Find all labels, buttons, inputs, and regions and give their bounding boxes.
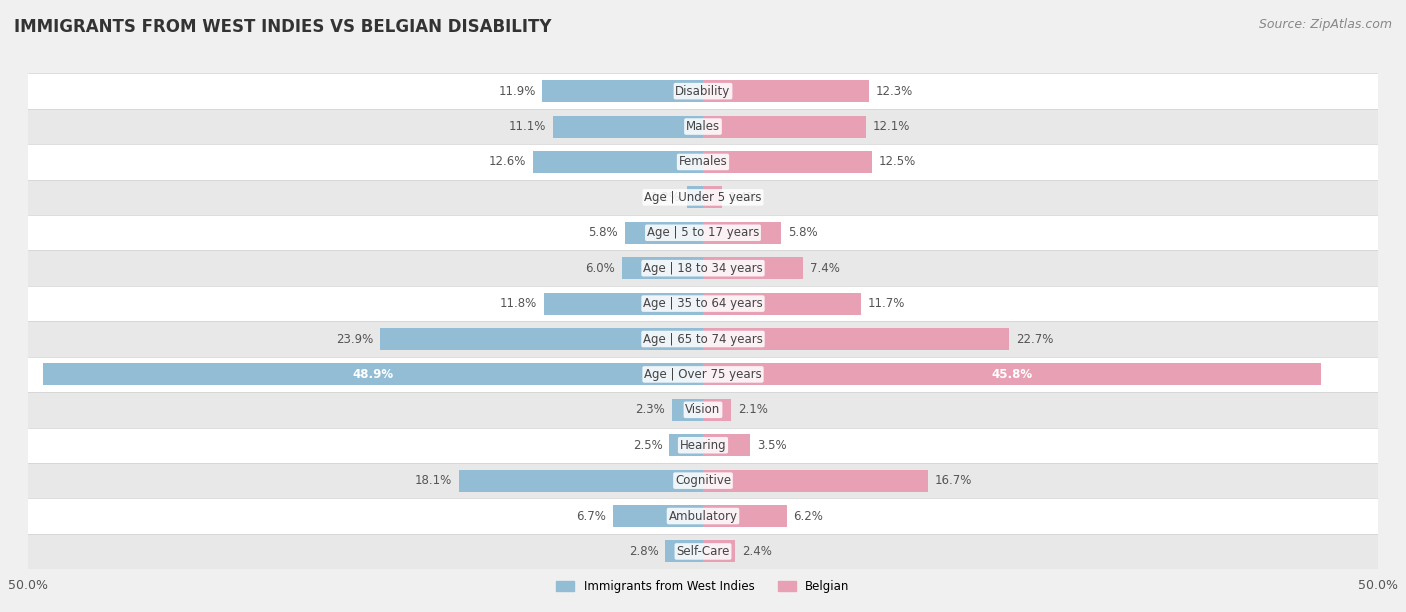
Text: Age | Under 5 years: Age | Under 5 years xyxy=(644,191,762,204)
Text: 11.9%: 11.9% xyxy=(498,84,536,98)
Text: 22.7%: 22.7% xyxy=(1017,332,1053,346)
Text: Age | 18 to 34 years: Age | 18 to 34 years xyxy=(643,262,763,275)
Bar xyxy=(544,293,703,315)
Bar xyxy=(703,151,872,173)
Bar xyxy=(686,187,703,208)
Text: 12.6%: 12.6% xyxy=(489,155,526,168)
Text: 5.8%: 5.8% xyxy=(588,226,619,239)
Text: Females: Females xyxy=(679,155,727,168)
Text: Age | 65 to 74 years: Age | 65 to 74 years xyxy=(643,332,763,346)
Bar xyxy=(28,73,1378,109)
Text: 5.8%: 5.8% xyxy=(787,226,818,239)
Bar xyxy=(703,187,721,208)
Bar xyxy=(665,540,703,562)
Text: Vision: Vision xyxy=(685,403,721,416)
Bar xyxy=(28,286,1378,321)
Text: 7.4%: 7.4% xyxy=(810,262,839,275)
Bar xyxy=(669,435,703,456)
Text: Hearing: Hearing xyxy=(679,439,727,452)
Text: 18.1%: 18.1% xyxy=(415,474,451,487)
Bar xyxy=(28,463,1378,498)
Text: Self-Care: Self-Care xyxy=(676,545,730,558)
Bar xyxy=(703,505,787,527)
Bar xyxy=(28,250,1378,286)
Bar xyxy=(28,144,1378,180)
Bar xyxy=(703,540,735,562)
Text: 11.7%: 11.7% xyxy=(868,297,905,310)
Bar xyxy=(703,435,751,456)
Text: 2.1%: 2.1% xyxy=(738,403,768,416)
Bar xyxy=(703,469,928,491)
Bar xyxy=(613,505,703,527)
Text: 12.5%: 12.5% xyxy=(879,155,915,168)
Text: 23.9%: 23.9% xyxy=(336,332,374,346)
Bar xyxy=(672,399,703,421)
Text: 16.7%: 16.7% xyxy=(935,474,973,487)
Bar xyxy=(28,215,1378,250)
Text: Males: Males xyxy=(686,120,720,133)
Legend: Immigrants from West Indies, Belgian: Immigrants from West Indies, Belgian xyxy=(551,575,855,598)
Text: 2.8%: 2.8% xyxy=(628,545,658,558)
Text: Cognitive: Cognitive xyxy=(675,474,731,487)
Bar xyxy=(621,257,703,279)
Text: Age | Over 75 years: Age | Over 75 years xyxy=(644,368,762,381)
Bar xyxy=(703,257,803,279)
Text: 6.7%: 6.7% xyxy=(576,510,606,523)
Text: IMMIGRANTS FROM WEST INDIES VS BELGIAN DISABILITY: IMMIGRANTS FROM WEST INDIES VS BELGIAN D… xyxy=(14,18,551,36)
Text: 1.2%: 1.2% xyxy=(650,191,681,204)
Text: 2.5%: 2.5% xyxy=(633,439,662,452)
Bar xyxy=(533,151,703,173)
Text: 1.4%: 1.4% xyxy=(728,191,758,204)
Bar xyxy=(28,498,1378,534)
Bar xyxy=(28,357,1378,392)
Text: 48.9%: 48.9% xyxy=(353,368,394,381)
Text: 45.8%: 45.8% xyxy=(991,368,1032,381)
Bar xyxy=(381,328,703,350)
Bar xyxy=(44,364,703,386)
Text: 6.2%: 6.2% xyxy=(793,510,824,523)
Text: 3.5%: 3.5% xyxy=(756,439,786,452)
Text: 2.3%: 2.3% xyxy=(636,403,665,416)
Bar xyxy=(28,428,1378,463)
Bar xyxy=(703,293,860,315)
Text: Age | 5 to 17 years: Age | 5 to 17 years xyxy=(647,226,759,239)
Bar xyxy=(28,109,1378,144)
Bar xyxy=(703,328,1010,350)
Text: 11.8%: 11.8% xyxy=(499,297,537,310)
Text: Ambulatory: Ambulatory xyxy=(668,510,738,523)
Text: 2.4%: 2.4% xyxy=(742,545,772,558)
Bar xyxy=(28,534,1378,569)
Text: Disability: Disability xyxy=(675,84,731,98)
Bar xyxy=(703,364,1322,386)
Bar xyxy=(28,180,1378,215)
Text: 12.3%: 12.3% xyxy=(876,84,912,98)
Bar xyxy=(458,469,703,491)
Bar xyxy=(28,321,1378,357)
Text: Source: ZipAtlas.com: Source: ZipAtlas.com xyxy=(1258,18,1392,31)
Bar xyxy=(703,399,731,421)
Text: 12.1%: 12.1% xyxy=(873,120,911,133)
Bar xyxy=(553,116,703,138)
Bar xyxy=(28,392,1378,428)
Bar xyxy=(703,80,869,102)
Text: 6.0%: 6.0% xyxy=(585,262,616,275)
Bar xyxy=(624,222,703,244)
Bar xyxy=(543,80,703,102)
Text: Age | 35 to 64 years: Age | 35 to 64 years xyxy=(643,297,763,310)
Bar xyxy=(703,222,782,244)
Text: 11.1%: 11.1% xyxy=(509,120,547,133)
Bar xyxy=(703,116,866,138)
